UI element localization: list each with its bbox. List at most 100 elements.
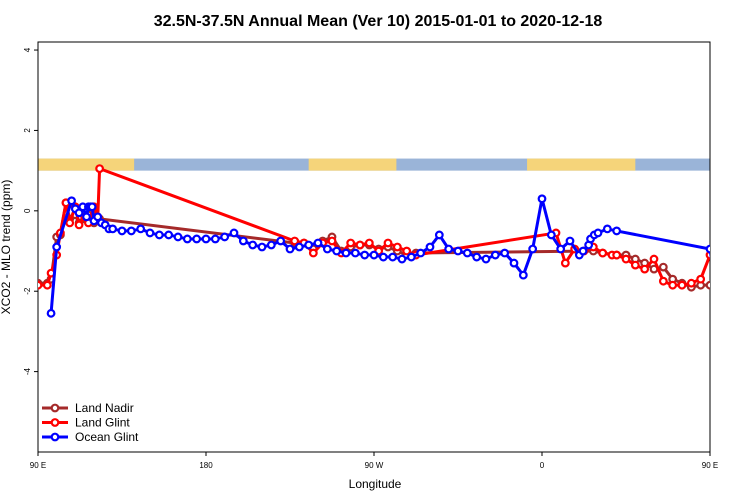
data-point-land-glint (744, 220, 750, 227)
data-point-ocean-glint (52, 242, 62, 252)
data-point-ocean-glint (378, 252, 388, 262)
data-point-ocean-glint (425, 242, 435, 252)
x-tick-label: 90 E (702, 461, 718, 470)
x-axis-label: Longitude (349, 477, 402, 491)
data-point-land-glint (402, 246, 412, 256)
data-point-land-glint (42, 280, 52, 290)
data-point-ocean-glint (145, 228, 155, 238)
data-point-land-glint (640, 264, 650, 274)
series-ocean-glint (46, 194, 750, 318)
data-point-ocean-glint (126, 226, 136, 236)
data-point-land-glint (630, 260, 640, 270)
data-point-land-nadir (735, 199, 742, 206)
data-point-land-glint (598, 248, 608, 258)
legend-marker (50, 418, 60, 427)
y-tick-label: -4 (23, 368, 32, 376)
data-point-land-glint (735, 222, 742, 229)
data-point-ocean-glint (304, 240, 314, 250)
data-point-ocean-glint (93, 212, 103, 222)
y-tick-label: 4 (23, 47, 32, 52)
land-band (38, 158, 135, 171)
data-point-ocean-glint (490, 250, 500, 260)
data-point-ocean-glint (546, 230, 556, 240)
data-point-ocean-glint (705, 244, 710, 254)
data-point-ocean-glint (313, 238, 323, 248)
y-tick-label: 2 (23, 128, 32, 133)
data-point-ocean-glint (87, 202, 97, 212)
x-tick-label: 90 E (30, 461, 46, 470)
data-point-land-glint (327, 236, 337, 246)
data-point-ocean-glint (74, 208, 84, 218)
data-point-land-glint (560, 258, 570, 268)
data-point-ocean-glint (593, 228, 603, 238)
data-point-land-glint (738, 214, 745, 221)
data-point-ocean-glint (537, 194, 547, 204)
land-band (527, 158, 636, 171)
data-point-land-nadir (720, 276, 727, 283)
data-point-ocean-glint (182, 234, 192, 244)
data-point-ocean-glint (154, 230, 164, 240)
data-point-land-glint (725, 220, 732, 227)
data-point-ocean-glint (136, 224, 146, 234)
data-point-land-glint (383, 238, 393, 248)
plot-area (38, 164, 750, 318)
x-tick-label: 0 (540, 461, 545, 470)
data-point-ocean-glint (388, 252, 398, 262)
legend-marker (50, 432, 60, 442)
data-point-ocean-glint (528, 244, 538, 254)
data-point-land-nadir (716, 280, 723, 287)
data-point-land-glint (290, 236, 300, 246)
data-point-ocean-glint (725, 197, 732, 204)
data-point-land-glint (649, 254, 659, 264)
data-point-land-glint (696, 274, 706, 284)
data-point-ocean-glint (509, 258, 519, 268)
data-point-land-glint (621, 254, 631, 264)
data-point-land-glint (346, 238, 356, 248)
data-point-ocean-glint (294, 242, 304, 252)
x-tick-label: 180 (199, 461, 213, 470)
x-tick-label: 90 W (365, 461, 384, 470)
data-point-ocean-glint (210, 234, 220, 244)
data-point-ocean-glint (350, 248, 360, 258)
data-point-land-nadir (729, 232, 736, 239)
data-point-ocean-glint (735, 206, 742, 213)
data-point-land-nadir (658, 262, 668, 272)
data-point-ocean-glint (453, 246, 463, 256)
data-point-land-glint (308, 248, 318, 258)
data-point-land-glint (720, 199, 727, 206)
chart-title: 32.5N-37.5N Annual Mean (Ver 10) 2015-01… (154, 13, 603, 30)
data-point-ocean-glint (285, 244, 295, 254)
data-point-ocean-glint (192, 234, 202, 244)
data-point-ocean-glint (416, 248, 426, 258)
data-point-ocean-glint (744, 210, 750, 217)
data-point-ocean-glint (322, 244, 332, 254)
data-point-ocean-glint (164, 230, 174, 240)
data-point-ocean-glint (67, 196, 76, 206)
data-point-ocean-glint (341, 248, 351, 258)
data-point-ocean-glint (406, 252, 416, 262)
data-point-land-glint (65, 218, 75, 228)
y-axis-label: XCO2 - MLO trend (ppm) (0, 180, 13, 315)
data-point-ocean-glint (481, 254, 491, 264)
legend-item-land-glint: Land Glint (42, 416, 130, 430)
data-point-land-glint (74, 220, 84, 230)
data-point-ocean-glint (500, 248, 510, 258)
data-point-ocean-glint (602, 224, 612, 234)
data-point-land-glint (392, 242, 402, 252)
data-point-land-glint (612, 250, 622, 260)
data-point-ocean-glint (46, 308, 56, 318)
legend-label: Land Nadir (75, 401, 134, 415)
land-ocean-strip (38, 158, 710, 171)
data-point-ocean-glint (108, 224, 118, 234)
data-point-ocean-glint (472, 252, 482, 262)
data-point-ocean-glint (565, 236, 575, 246)
y-tick-label: 0 (23, 208, 32, 213)
data-point-ocean-glint (612, 226, 622, 236)
data-point-ocean-glint (716, 310, 723, 317)
data-point-ocean-glint (238, 236, 248, 246)
legend-item-ocean-glint: Ocean Glint (42, 430, 139, 444)
legend-label: Land Glint (75, 416, 130, 430)
data-point-land-nadir (705, 280, 710, 290)
